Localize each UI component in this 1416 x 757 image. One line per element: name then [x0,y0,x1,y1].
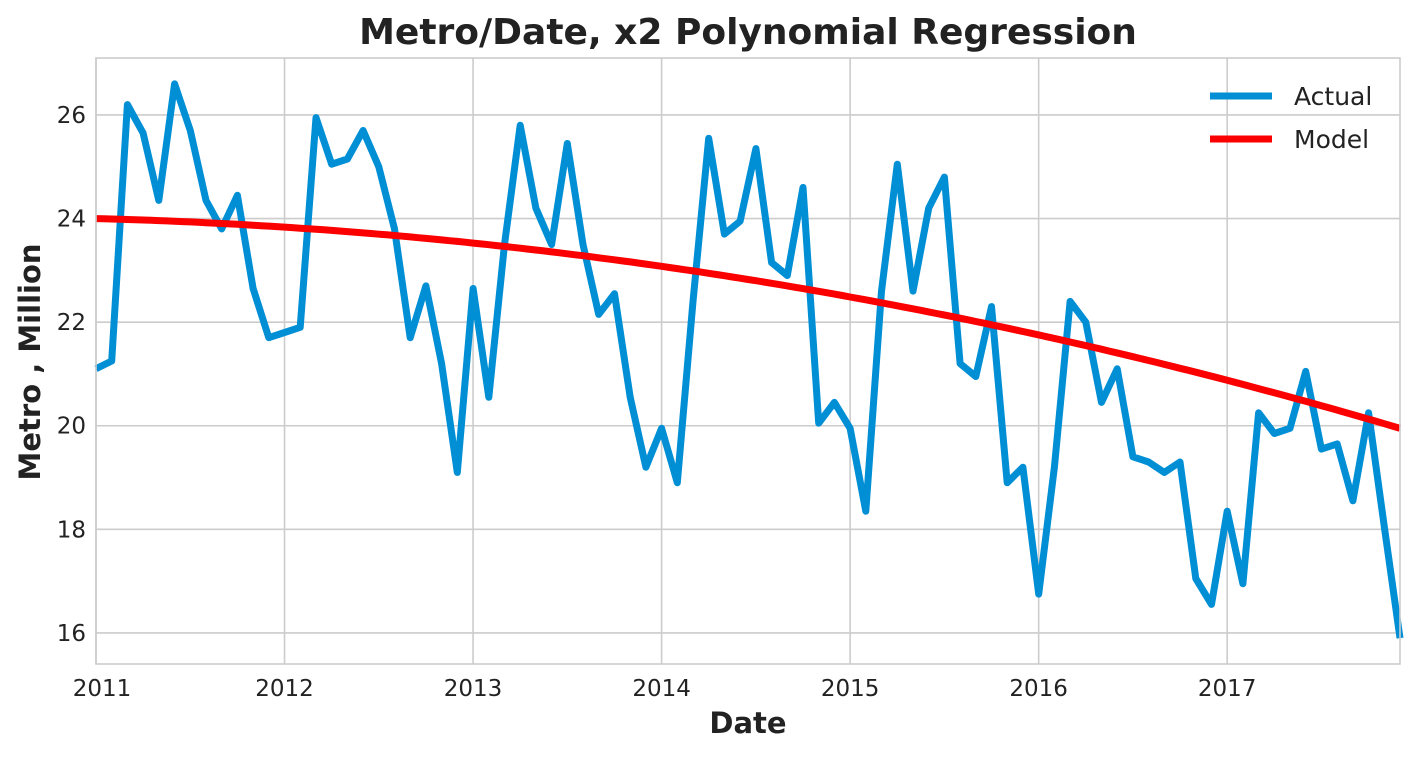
series-group [94,80,1404,639]
legend-label-model: Model [1294,125,1369,154]
series-line-actual [94,80,1404,639]
y-tick-label: 18 [57,517,86,543]
y-axis-label: Metro , Million [13,243,47,480]
legend: Actual Model [1210,82,1372,154]
x-tick-label: 2013 [444,676,503,702]
y-tick-label: 24 [57,207,86,233]
x-tick-label: 2011 [73,676,132,702]
grid [95,58,1400,664]
x-tick-label: 2012 [255,676,314,702]
legend-label-actual: Actual [1294,82,1372,111]
x-tick-label: 2015 [821,676,880,702]
x-axis-label: Date [709,706,786,740]
x-tick-label: 2016 [1009,676,1068,702]
y-tick-label: 26 [57,103,86,129]
x-tick-label: 2014 [632,676,691,702]
chart-title: Metro/Date, x2 Polynomial Regression [359,12,1137,53]
y-tick-label: 16 [57,621,86,647]
tick-labels: 16 18 20 22 24 26 2011 2012 2013 2014 2015 2016 2017 [57,103,1257,702]
y-tick-label: 22 [57,310,86,336]
series-line-model [95,215,1401,432]
y-tick-label: 20 [57,414,86,440]
x-tick-label: 2017 [1198,676,1257,702]
plot-frame [95,57,1401,665]
